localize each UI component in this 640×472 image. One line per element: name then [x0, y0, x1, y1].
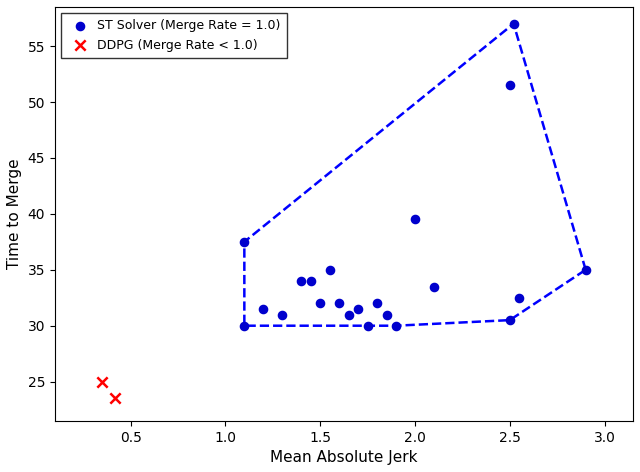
ST Solver (Merge Rate = 1.0) — [514, 294, 524, 302]
ST Solver (Merge Rate = 1.0) — [315, 300, 325, 307]
ST Solver (Merge Rate = 1.0) — [580, 266, 591, 274]
ST Solver (Merge Rate = 1.0) — [239, 322, 250, 329]
ST Solver (Merge Rate = 1.0) — [353, 305, 364, 313]
ST Solver (Merge Rate = 1.0) — [505, 316, 515, 324]
ST Solver (Merge Rate = 1.0) — [429, 283, 439, 290]
ST Solver (Merge Rate = 1.0) — [324, 266, 335, 274]
ST Solver (Merge Rate = 1.0) — [410, 216, 420, 223]
ST Solver (Merge Rate = 1.0) — [277, 311, 287, 318]
Y-axis label: Time to Merge: Time to Merge — [7, 159, 22, 269]
ST Solver (Merge Rate = 1.0) — [508, 20, 518, 27]
ST Solver (Merge Rate = 1.0) — [344, 311, 354, 318]
ST Solver (Merge Rate = 1.0) — [258, 305, 268, 313]
Legend: ST Solver (Merge Rate = 1.0), DDPG (Merge Rate < 1.0): ST Solver (Merge Rate = 1.0), DDPG (Merg… — [61, 13, 287, 58]
ST Solver (Merge Rate = 1.0) — [505, 82, 515, 89]
X-axis label: Mean Absolute Jerk: Mean Absolute Jerk — [270, 450, 418, 465]
ST Solver (Merge Rate = 1.0) — [305, 277, 316, 285]
DDPG (Merge Rate < 1.0) — [97, 378, 108, 386]
ST Solver (Merge Rate = 1.0) — [391, 322, 401, 329]
ST Solver (Merge Rate = 1.0) — [334, 300, 344, 307]
ST Solver (Merge Rate = 1.0) — [296, 277, 307, 285]
ST Solver (Merge Rate = 1.0) — [362, 322, 372, 329]
ST Solver (Merge Rate = 1.0) — [239, 238, 250, 245]
ST Solver (Merge Rate = 1.0) — [372, 300, 382, 307]
ST Solver (Merge Rate = 1.0) — [381, 311, 392, 318]
DDPG (Merge Rate < 1.0) — [110, 395, 120, 402]
